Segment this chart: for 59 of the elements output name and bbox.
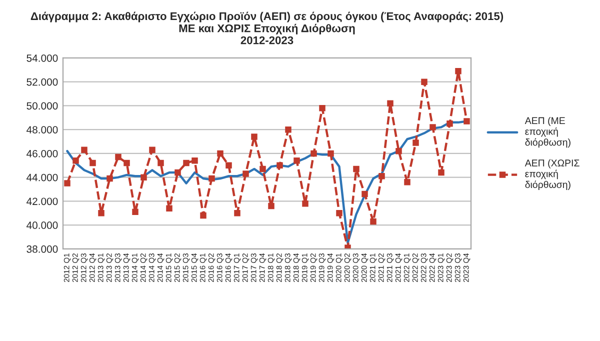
- point: [336, 210, 342, 216]
- point: [166, 205, 172, 212]
- point: [158, 160, 164, 166]
- point: [81, 146, 88, 153]
- y-tick-label: 54.000: [26, 54, 58, 62]
- y-tick-label: 40.000: [26, 222, 58, 229]
- point: [115, 154, 122, 160]
- point: [370, 218, 376, 225]
- point: [106, 175, 113, 182]
- point: [260, 166, 266, 172]
- point: [64, 180, 70, 186]
- point: [242, 170, 249, 177]
- point: [396, 148, 402, 154]
- point: [200, 212, 206, 219]
- point: [268, 202, 274, 210]
- point: [174, 169, 181, 176]
- point: [217, 150, 224, 157]
- y-tick-label: 44.000: [26, 174, 58, 182]
- y-tick-label: 38.000: [26, 245, 58, 253]
- point: [251, 134, 258, 140]
- point: [72, 157, 79, 164]
- point: [234, 210, 240, 216]
- point: [149, 146, 156, 153]
- point: [430, 124, 436, 130]
- point: [294, 157, 300, 164]
- point: [124, 160, 130, 166]
- point: [192, 157, 198, 164]
- point: [285, 126, 292, 133]
- point: [421, 78, 428, 85]
- point: [455, 68, 462, 74]
- y-tick-label: 46.000: [26, 150, 58, 158]
- point: [378, 173, 385, 180]
- point: [90, 160, 96, 166]
- point: [446, 120, 453, 127]
- point: [412, 140, 419, 146]
- y-tick-label: 52.000: [26, 78, 58, 86]
- point: [464, 118, 470, 124]
- point: [140, 174, 147, 180]
- point: [302, 200, 308, 207]
- point: [353, 166, 360, 172]
- point: [226, 162, 232, 169]
- point: [328, 150, 334, 157]
- point: [310, 150, 317, 157]
- point: [183, 160, 190, 166]
- y-tick-label: 42.000: [26, 198, 58, 206]
- point: [132, 208, 138, 216]
- legend-label: ΑΕΠ (ΧΩΡΙΣ εποχική διόρθωση): [524, 159, 580, 190]
- point: [276, 162, 283, 169]
- point: [208, 175, 215, 182]
- point: [362, 190, 368, 198]
- y-tick-label: 50.000: [26, 102, 58, 110]
- point: [404, 178, 410, 186]
- chart-title: Διάγραμμα 2: Ακαθάριστο Εγχώριο Προϊόν (ΑΕΠ) σε όρους όγκου (Έτος Αναφοράς: 2015) ΜΕ και ΧΩΡΙΣ Εποχική Διόρθωση 2012-2023: [30, 12, 504, 44]
- point: [98, 210, 104, 216]
- legend-label: ΑΕΠ (ΜΕ εποχική διόρθωση): [524, 116, 570, 148]
- point: [438, 169, 444, 176]
- point: [387, 100, 394, 106]
- y-tick-label: 48.000: [26, 126, 58, 134]
- point: [319, 104, 326, 112]
